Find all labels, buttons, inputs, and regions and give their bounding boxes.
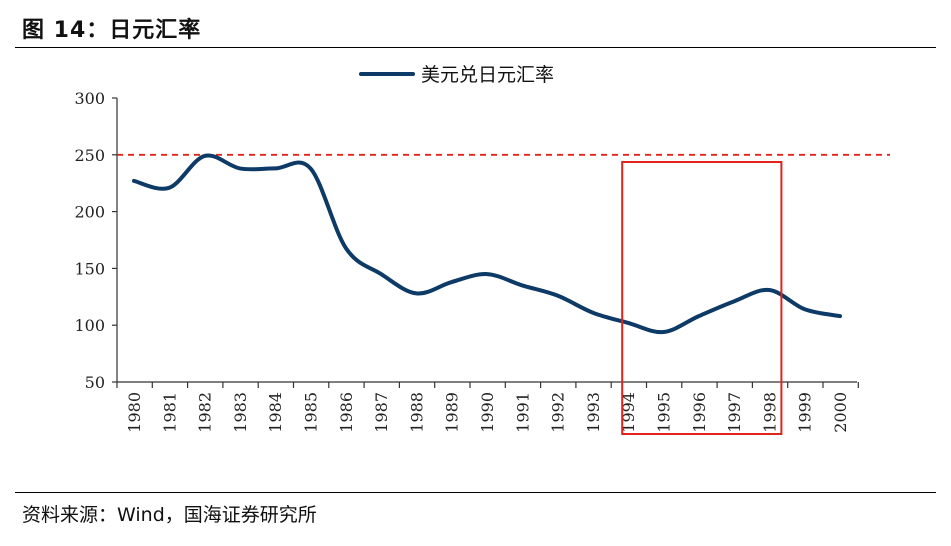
series-line-usd-jpy	[132, 153, 842, 335]
x-tick-label: 2000	[831, 392, 850, 433]
x-tick-label: 1983	[231, 392, 250, 433]
x-tick-label: 1999	[796, 392, 815, 433]
x-tick-label: 1989	[443, 392, 462, 433]
x-tick-label: 1995	[655, 392, 674, 433]
footer-rule	[15, 492, 936, 493]
highlight-box-1994-1998	[621, 161, 783, 435]
y-tick-label: 200	[74, 203, 105, 222]
x-tick-label: 1988	[407, 392, 426, 433]
x-tick-label: 1997	[725, 392, 744, 433]
x-tick-label: 1984	[266, 392, 285, 433]
x-tick-label: 1992	[549, 392, 568, 433]
x-tick-label: 1985	[302, 392, 321, 433]
title-rule	[15, 47, 936, 48]
y-tick-label: 100	[74, 316, 105, 335]
x-tick-label: 1991	[513, 392, 532, 433]
x-tick-label: 1993	[584, 392, 603, 433]
y-tick-label: 50	[85, 373, 105, 392]
x-tick-label: 1998	[760, 392, 779, 433]
x-tick-label: 1981	[160, 392, 179, 433]
y-tick-label: 150	[74, 259, 105, 278]
figure-title: 图 14：日元汇率	[22, 18, 202, 43]
y-tick-label: 250	[74, 146, 105, 165]
source-note: 资料来源：Wind，国海证券研究所	[22, 504, 317, 526]
x-tick-label: 1990	[478, 392, 497, 433]
x-tick-label: 1987	[372, 392, 391, 433]
y-tick-label: 300	[74, 89, 105, 108]
x-tick-label: 1994	[619, 392, 638, 433]
x-tick-label: 1996	[690, 392, 709, 433]
x-tick-label: 1982	[196, 392, 215, 433]
legend-label: 美元兑日元汇率	[421, 64, 554, 86]
x-tick-label: 1980	[125, 392, 144, 433]
x-tick-label: 1986	[337, 392, 356, 433]
